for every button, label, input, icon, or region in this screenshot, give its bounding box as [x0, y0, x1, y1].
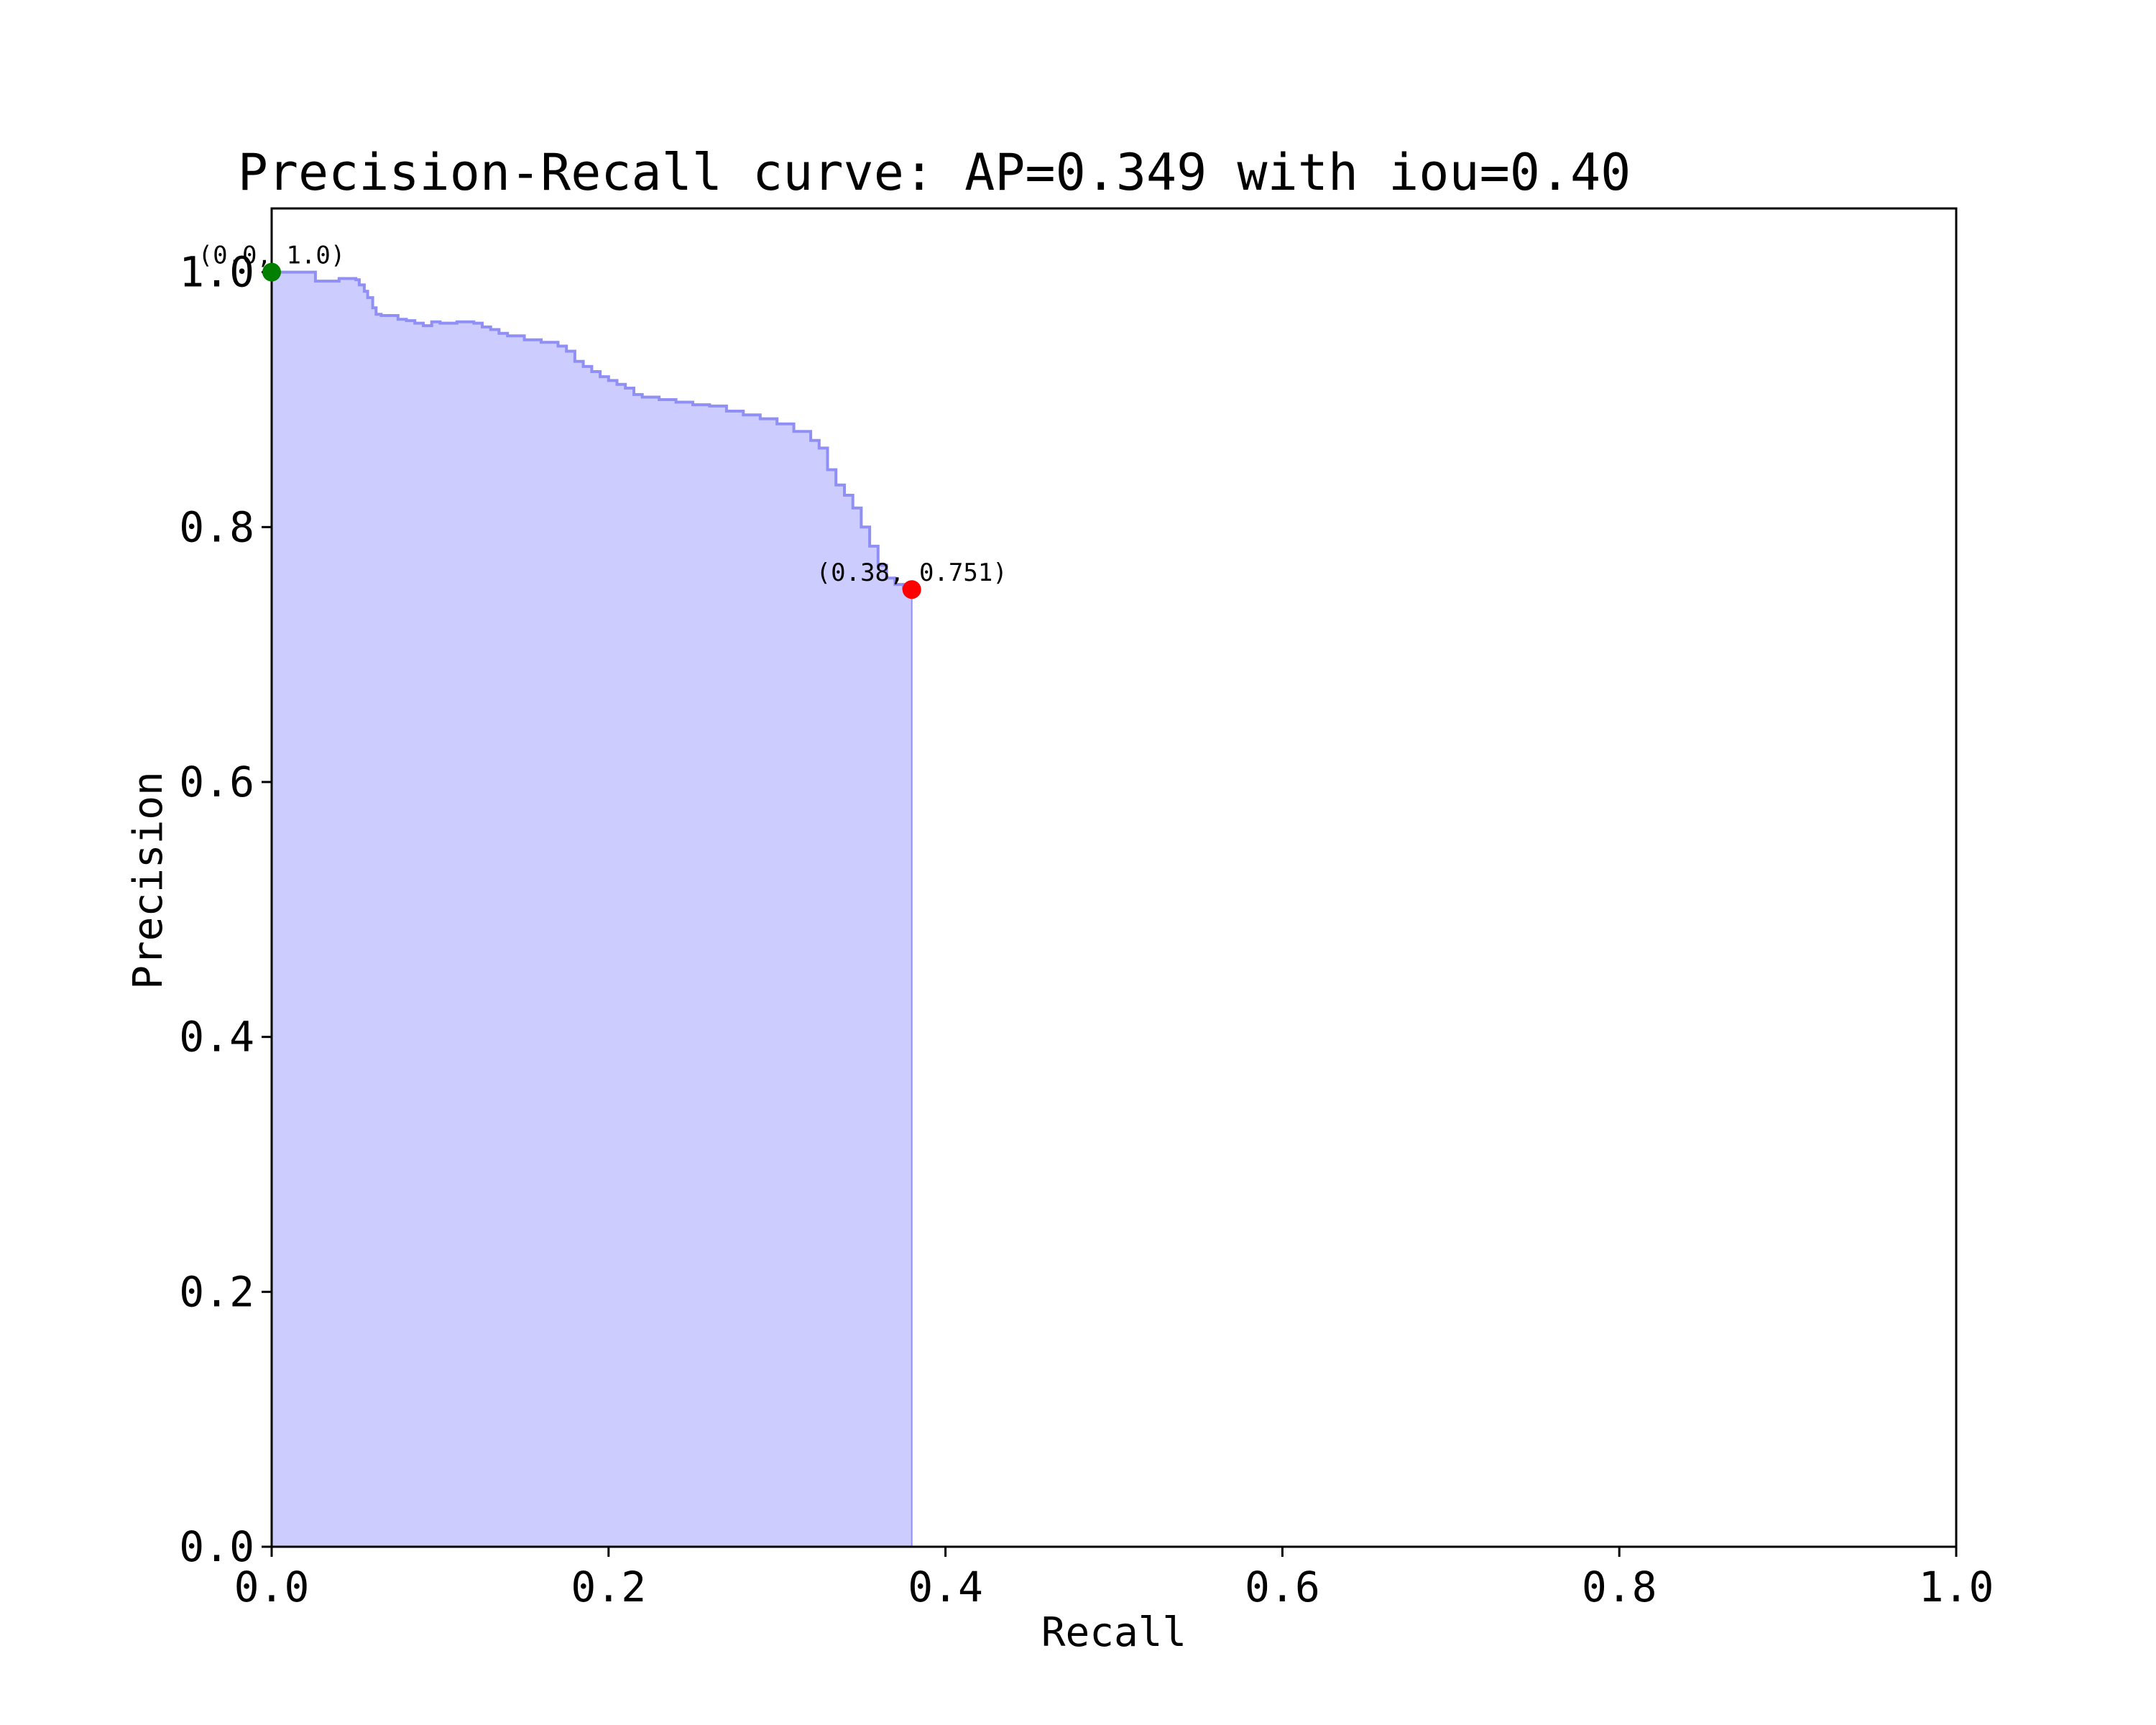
- y-tick-label: 0.0: [179, 1522, 254, 1571]
- chart-title: Precision-Recall curve: AP=0.349 with io…: [238, 143, 1631, 202]
- x-tick-label: 0.0: [234, 1563, 310, 1611]
- y-tick-label: 0.4: [179, 1013, 254, 1062]
- end-point-annotation: (0.38, 0.751): [816, 558, 1008, 587]
- x-axis-label: Recall: [1041, 1609, 1187, 1656]
- pr-curve-fill: [271, 271, 913, 1547]
- y-tick-label: 1.0: [179, 248, 254, 297]
- end-point-marker: [902, 580, 921, 599]
- x-axis-ticks: 0.0 0.2 0.4 0.6 0.8 1.0: [234, 1547, 1994, 1611]
- x-tick-label: 0.6: [1245, 1563, 1320, 1611]
- start-point-annotation: (0.0, 1.0): [198, 242, 346, 270]
- start-point-marker: [262, 262, 281, 282]
- x-tick-label: 1.0: [1919, 1563, 1994, 1611]
- y-tick-label: 0.8: [179, 502, 254, 551]
- y-tick-label: 0.6: [179, 758, 254, 806]
- y-tick-label: 0.2: [179, 1267, 254, 1316]
- y-axis-ticks: 0.0 0.2 0.4 0.6 0.8 1.0: [179, 248, 272, 1571]
- x-tick-label: 0.2: [571, 1563, 646, 1611]
- y-axis-label: Precision: [125, 771, 172, 989]
- axes-frame: [270, 207, 1958, 1548]
- pr-curve-line: [272, 270, 913, 590]
- highlight-points: (0.0, 1.0) (0.38, 0.751): [198, 242, 1008, 599]
- plot-area: [270, 207, 1958, 1548]
- x-tick-label: 0.4: [908, 1563, 983, 1611]
- x-tick-label: 0.8: [1582, 1563, 1657, 1611]
